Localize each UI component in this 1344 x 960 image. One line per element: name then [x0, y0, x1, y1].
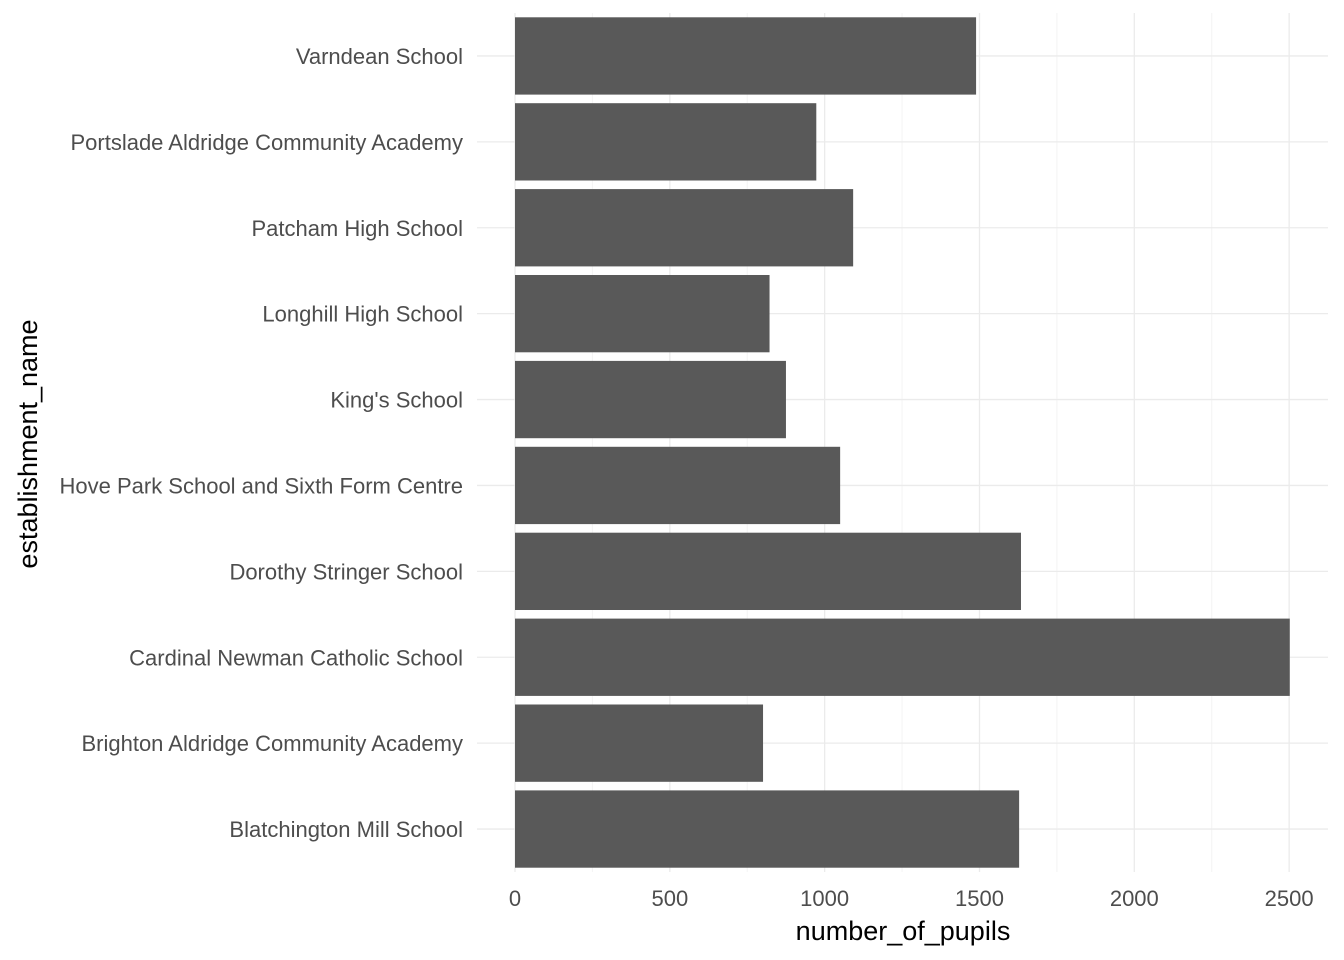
x-tick-label: 500: [651, 886, 688, 911]
y-tick-label: King's School: [330, 388, 463, 413]
y-tick-label: Patcham High School: [251, 216, 463, 241]
y-tick-label: Varndean School: [296, 44, 463, 69]
x-tick-label: 1000: [800, 886, 849, 911]
bar: [515, 360, 786, 439]
bar: [515, 103, 817, 181]
y-tick-label: Dorothy Stringer School: [229, 559, 463, 584]
bar: [515, 532, 1021, 611]
y-tick-label: Blatchington Mill School: [229, 817, 463, 842]
bar: [515, 704, 764, 782]
bar: [515, 618, 1290, 696]
x-tick-label: 0: [509, 886, 521, 911]
y-axis-title: establishment_name: [13, 319, 43, 568]
y-tick-label: Hove Park School and Sixth Form Centre: [59, 473, 463, 498]
bar: [515, 274, 770, 353]
bar: [515, 189, 854, 267]
y-tick-label: Brighton Aldridge Community Academy: [81, 731, 463, 756]
x-axis-tick-labels: 0 500 1000 1500 2000 2500: [509, 886, 1314, 911]
y-axis-tick-labels: Blatchington Mill School Brighton Aldridg…: [59, 44, 463, 842]
x-tick-label: 2000: [1110, 886, 1159, 911]
x-tick-label: 2500: [1265, 886, 1314, 911]
y-tick-label: Portslade Aldridge Community Academy: [70, 130, 463, 155]
y-tick-label: Cardinal Newman Catholic School: [129, 645, 463, 670]
y-tick-label: Longhill High School: [262, 302, 463, 327]
bar: [515, 446, 841, 525]
bar: [515, 17, 977, 95]
x-axis-title: number_of_pupils: [796, 916, 1011, 946]
bar: [515, 790, 1020, 868]
x-tick-label: 1500: [955, 886, 1004, 911]
bars: [515, 17, 1290, 868]
